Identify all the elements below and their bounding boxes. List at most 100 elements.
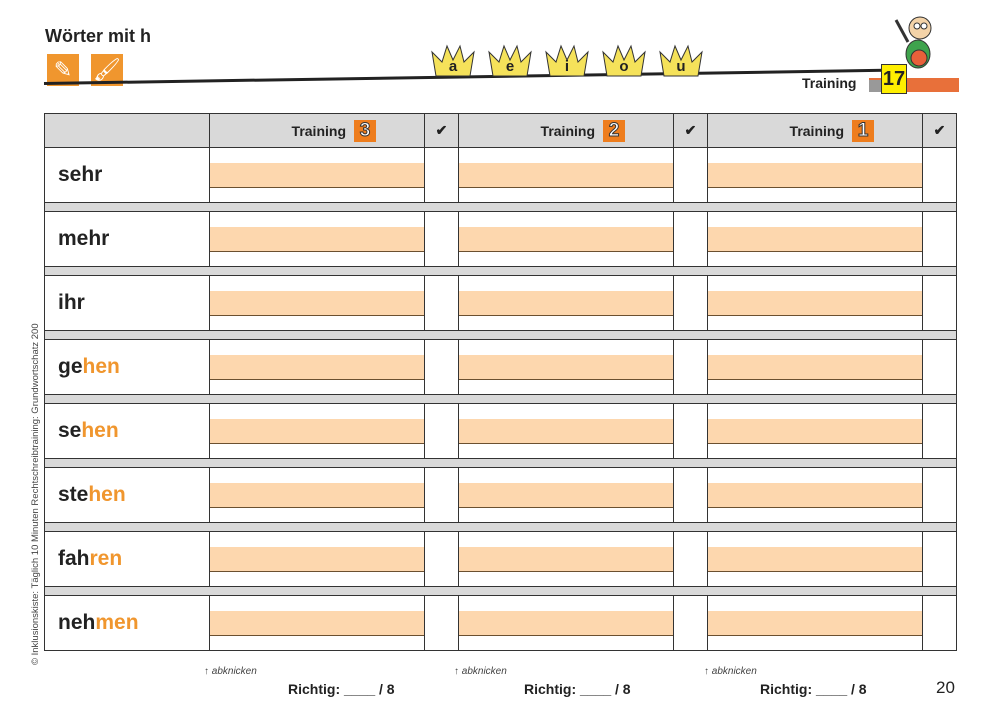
separator-cell bbox=[44, 458, 957, 468]
table-header: Training 3 ✔ Training 2 ✔ Training 1 ✔ bbox=[44, 113, 957, 148]
check-box[interactable] bbox=[673, 339, 708, 395]
check-box[interactable] bbox=[922, 403, 957, 459]
separator-cell bbox=[44, 266, 957, 276]
writing-line-band bbox=[210, 163, 424, 188]
writing-line-band bbox=[459, 419, 673, 444]
word-suffix: hen bbox=[88, 483, 126, 506]
writing-field[interactable] bbox=[707, 403, 923, 459]
writing-field[interactable] bbox=[707, 531, 923, 587]
writing-line-band bbox=[708, 611, 922, 636]
writing-field[interactable] bbox=[209, 595, 425, 651]
writing-field[interactable] bbox=[458, 403, 674, 459]
page-number: 20 bbox=[936, 678, 955, 697]
word-cell: mehr bbox=[44, 211, 210, 267]
writing-field[interactable] bbox=[209, 403, 425, 459]
word-suffix: ren bbox=[89, 547, 123, 570]
writing-line-band bbox=[210, 547, 424, 572]
score-field[interactable]: Richtig: ____ / 8 bbox=[524, 681, 631, 697]
row-separator bbox=[44, 330, 957, 340]
header-training-1: Training 1 bbox=[707, 113, 923, 148]
writing-line-band bbox=[210, 355, 424, 380]
writing-field[interactable] bbox=[707, 275, 923, 331]
score-field[interactable]: Richtig: ____ / 8 bbox=[288, 681, 395, 697]
check-box[interactable] bbox=[673, 147, 708, 203]
check-box[interactable] bbox=[673, 467, 708, 523]
check-box[interactable] bbox=[424, 275, 459, 331]
writing-line-band bbox=[210, 483, 424, 508]
check-box[interactable] bbox=[424, 211, 459, 267]
check-box[interactable] bbox=[922, 339, 957, 395]
page-title: Wörter mit h bbox=[45, 26, 151, 46]
training-number-badge: 3 bbox=[354, 119, 376, 142]
crown-letter: o bbox=[619, 58, 629, 75]
check-box[interactable] bbox=[922, 595, 957, 651]
writing-line-band bbox=[210, 419, 424, 444]
training-column-label: Training bbox=[789, 122, 844, 139]
score-field[interactable]: Richtig: ____ / 8 bbox=[760, 681, 867, 697]
writing-field[interactable] bbox=[209, 467, 425, 523]
check-box[interactable] bbox=[424, 339, 459, 395]
writing-line-band bbox=[210, 227, 424, 252]
writing-field[interactable] bbox=[707, 211, 923, 267]
crown-e: e bbox=[487, 44, 533, 78]
check-box[interactable] bbox=[922, 275, 957, 331]
writing-line-band bbox=[459, 227, 673, 252]
writing-field[interactable] bbox=[458, 595, 674, 651]
word-suffix: men bbox=[95, 611, 139, 634]
fold-hint: ↑ abknicken bbox=[454, 666, 507, 677]
check-box[interactable] bbox=[424, 403, 459, 459]
writing-field[interactable] bbox=[707, 339, 923, 395]
word-cell: stehen bbox=[44, 467, 210, 523]
writing-field[interactable] bbox=[458, 339, 674, 395]
check-box[interactable] bbox=[922, 467, 957, 523]
word-row: sehen bbox=[44, 403, 957, 459]
writing-field[interactable] bbox=[458, 147, 674, 203]
check-box[interactable] bbox=[673, 531, 708, 587]
word-training-table: Training 3 ✔ Training 2 ✔ Training 1 ✔ sehr mehr i… bbox=[44, 113, 957, 651]
row-separator bbox=[44, 586, 957, 596]
check-box[interactable] bbox=[673, 275, 708, 331]
writing-field[interactable] bbox=[707, 467, 923, 523]
word-suffix: hen bbox=[81, 419, 119, 442]
row-separator bbox=[44, 266, 957, 276]
writing-line-band bbox=[459, 355, 673, 380]
check-box[interactable] bbox=[922, 147, 957, 203]
mascot-illustration bbox=[888, 12, 948, 77]
writing-field[interactable] bbox=[458, 275, 674, 331]
fold-hint: ↑ abknicken bbox=[204, 666, 257, 677]
writing-field[interactable] bbox=[458, 211, 674, 267]
check-box[interactable] bbox=[673, 595, 708, 651]
writing-field[interactable] bbox=[209, 531, 425, 587]
separator-cell bbox=[44, 394, 957, 404]
writing-line-band bbox=[459, 611, 673, 636]
check-box[interactable] bbox=[424, 467, 459, 523]
copyright-note: © Inklusionskiste: Täglich 10 Minuten Re… bbox=[30, 323, 41, 665]
check-box[interactable] bbox=[922, 531, 957, 587]
check-box[interactable] bbox=[673, 211, 708, 267]
check-box[interactable] bbox=[922, 211, 957, 267]
writing-field[interactable] bbox=[209, 275, 425, 331]
word-suffix: hen bbox=[82, 355, 120, 378]
header-training-2: Training 2 bbox=[458, 113, 674, 148]
writing-field[interactable] bbox=[707, 147, 923, 203]
writing-field[interactable] bbox=[458, 531, 674, 587]
writing-line-band bbox=[708, 483, 922, 508]
writing-field[interactable] bbox=[458, 467, 674, 523]
separator-cell bbox=[44, 586, 957, 596]
word-base: neh bbox=[58, 611, 96, 634]
check-box[interactable] bbox=[424, 147, 459, 203]
writing-field[interactable] bbox=[209, 211, 425, 267]
training-column-label: Training bbox=[291, 122, 346, 139]
word-base: se bbox=[58, 419, 82, 442]
writing-field[interactable] bbox=[209, 147, 425, 203]
writing-line-band bbox=[708, 547, 922, 572]
writing-field[interactable] bbox=[707, 595, 923, 651]
writing-field[interactable] bbox=[209, 339, 425, 395]
check-column-header: ✔ bbox=[922, 113, 957, 148]
check-box[interactable] bbox=[673, 403, 708, 459]
training-number-badge: 2 bbox=[603, 119, 625, 142]
word-row: nehmen bbox=[44, 595, 957, 651]
check-box[interactable] bbox=[424, 595, 459, 651]
check-box[interactable] bbox=[424, 531, 459, 587]
